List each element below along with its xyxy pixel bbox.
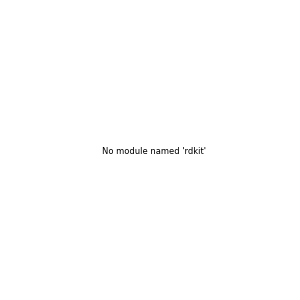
Text: No module named 'rdkit': No module named 'rdkit' (102, 147, 206, 156)
